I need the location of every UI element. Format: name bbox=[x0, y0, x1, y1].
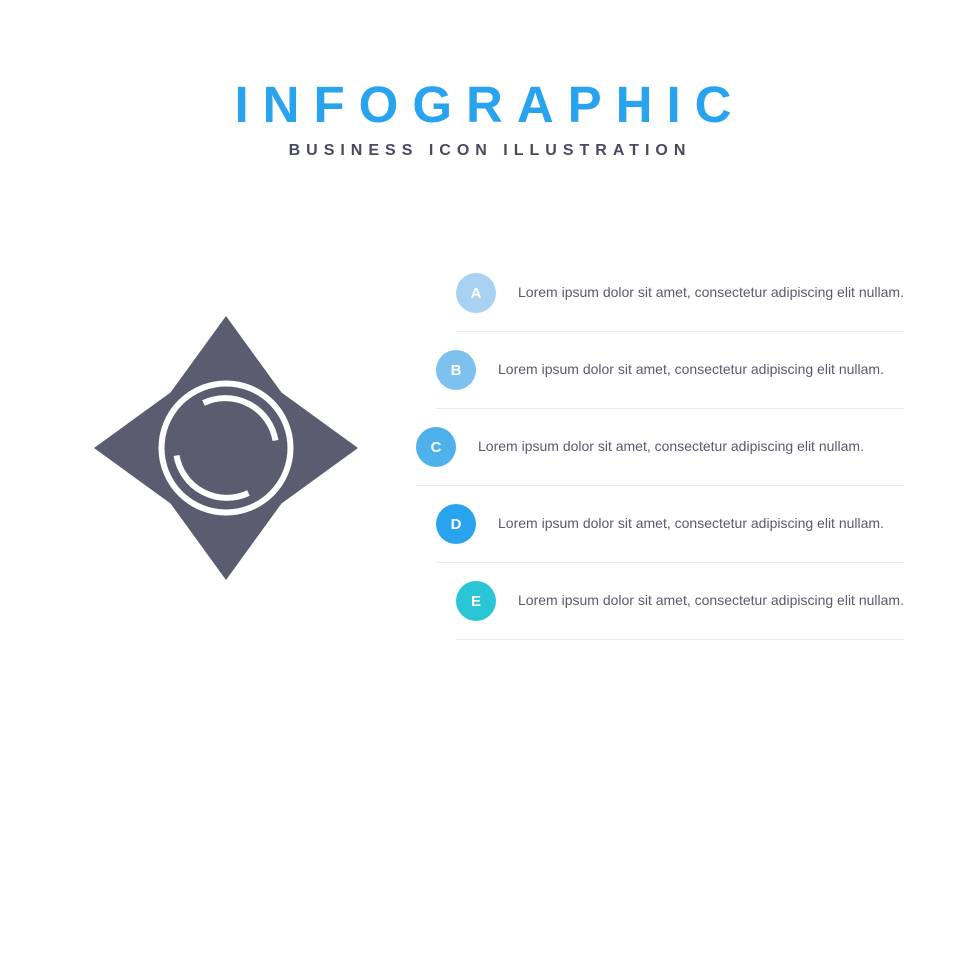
step-item: D Lorem ipsum dolor sit amet, consectetur… bbox=[436, 486, 904, 563]
step-badge: D bbox=[436, 504, 476, 544]
step-badge: A bbox=[456, 273, 496, 313]
sun-star-icon bbox=[76, 298, 376, 598]
step-item: B Lorem ipsum dolor sit amet, consectetur… bbox=[436, 332, 904, 409]
step-text: Lorem ipsum dolor sit amet, consectetur … bbox=[518, 282, 904, 304]
step-badge: C bbox=[416, 427, 456, 467]
step-badge: E bbox=[456, 581, 496, 621]
step-text: Lorem ipsum dolor sit amet, consectetur … bbox=[498, 359, 884, 381]
step-text: Lorem ipsum dolor sit amet, consectetur … bbox=[478, 436, 864, 458]
step-item: A Lorem ipsum dolor sit amet, consectetur… bbox=[456, 255, 904, 332]
step-item: E Lorem ipsum dolor sit amet, consectetur… bbox=[456, 563, 904, 640]
step-item: C Lorem ipsum dolor sit amet, consectetur… bbox=[416, 409, 904, 486]
main-icon-wrapper bbox=[76, 298, 376, 598]
main-content: A Lorem ipsum dolor sit amet, consectetur… bbox=[0, 255, 980, 640]
header: INFOGRAPHIC BUSINESS ICON ILLUSTRATION bbox=[0, 0, 980, 160]
page-title: INFOGRAPHIC bbox=[0, 75, 980, 134]
page-subtitle: BUSINESS ICON ILLUSTRATION bbox=[0, 142, 980, 160]
step-text: Lorem ipsum dolor sit amet, consectetur … bbox=[518, 590, 904, 612]
step-badge: B bbox=[436, 350, 476, 390]
step-text: Lorem ipsum dolor sit amet, consectetur … bbox=[498, 513, 884, 535]
steps-list: A Lorem ipsum dolor sit amet, consectetur… bbox=[416, 255, 904, 640]
